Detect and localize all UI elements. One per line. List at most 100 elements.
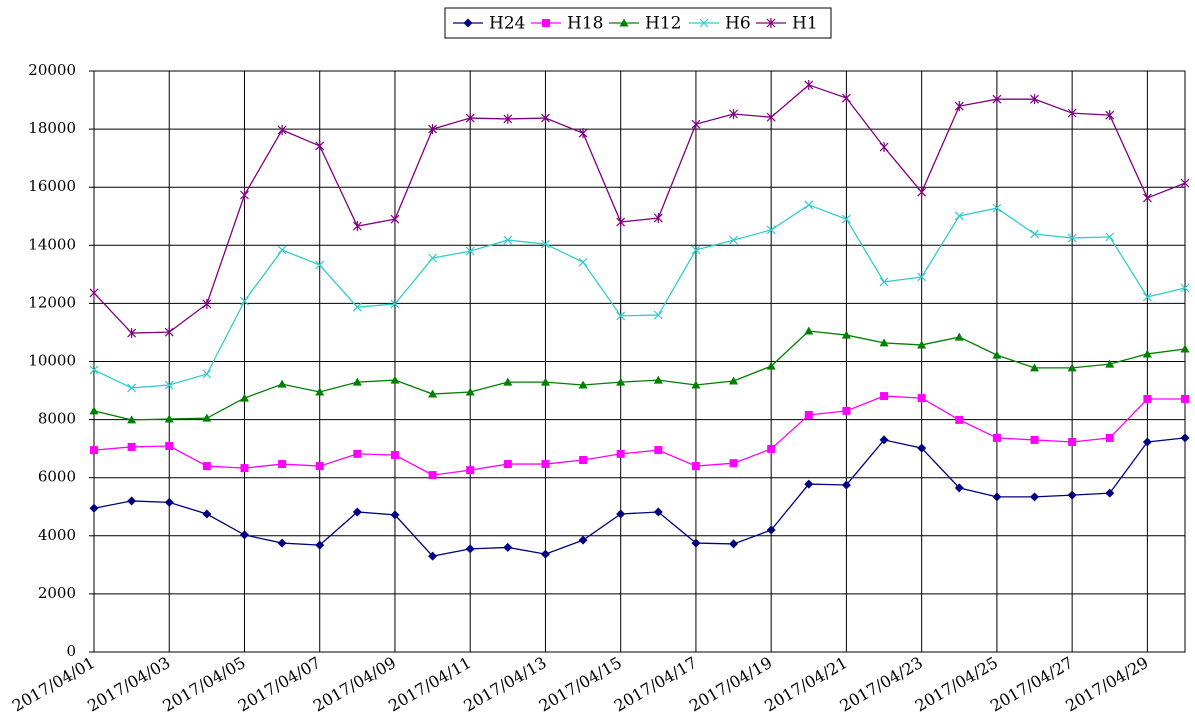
marker [390,375,400,384]
marker [127,415,137,424]
marker [879,277,889,287]
marker [1180,344,1190,353]
marker [653,212,663,223]
marker [578,128,588,139]
marker [1105,232,1115,242]
marker [804,326,814,335]
marker [767,444,776,453]
marker [653,507,663,517]
marker [1180,178,1190,189]
marker [315,462,324,471]
marker [390,451,399,460]
marker [315,540,325,550]
marker [992,94,1002,105]
marker [729,459,738,468]
y-tick-label: 10000 [28,352,76,370]
marker [240,296,249,306]
marker [542,19,550,27]
marker [729,108,738,119]
legend-label: H18 [567,14,603,34]
marker [277,379,287,388]
marker [804,200,814,210]
marker [390,299,400,309]
marker [278,460,287,469]
marker [277,538,287,548]
marker [917,340,927,349]
marker [691,462,700,471]
marker [390,510,400,520]
marker [352,221,362,232]
y-tick-label: 0 [66,642,76,660]
marker [992,350,1002,359]
marker [540,549,550,559]
marker [616,377,626,386]
y-tick-label: 2000 [38,584,76,602]
y-tick-label: 14000 [28,235,76,253]
marker [202,462,211,471]
marker [1105,433,1114,442]
marker [879,142,889,153]
marker [165,442,174,451]
marker [315,387,325,396]
marker [164,380,174,390]
marker [240,464,249,473]
marker [428,551,438,561]
marker [164,497,174,507]
y-tick-label: 8000 [38,410,76,428]
marker [917,394,926,403]
plot-border [93,70,1186,653]
marker [466,466,475,475]
marker [1067,108,1077,119]
marker [503,377,513,386]
marker [1142,292,1152,302]
marker [352,302,362,312]
marker [202,509,212,519]
marker [955,415,964,424]
marker [578,380,588,389]
marker [729,539,739,549]
marker [1030,492,1040,502]
marker [879,338,889,347]
marker [202,413,212,422]
marker [541,113,550,124]
marker [766,225,776,235]
marker [503,542,513,552]
marker [428,471,437,480]
marker [766,525,776,535]
marker [691,380,701,389]
marker [352,507,362,517]
marker [541,239,550,249]
marker [90,446,98,455]
marker [804,479,814,489]
marker [239,530,249,540]
marker [954,101,964,112]
marker [1030,229,1039,239]
marker [992,492,1002,502]
marker [428,253,438,263]
marker [277,124,287,135]
legend-label: H24 [489,14,525,34]
series-line [93,204,1186,389]
marker [842,406,851,415]
marker [1067,363,1077,372]
y-tick-label: 16000 [28,177,76,195]
marker [616,509,626,519]
series-line [93,330,1186,421]
marker [691,245,701,255]
marker [202,298,212,309]
marker [428,389,438,398]
marker [992,203,1002,213]
marker [1181,394,1189,403]
marker [202,369,212,379]
marker [315,260,325,270]
marker [841,93,851,104]
marker [1030,94,1039,105]
marker [729,235,738,245]
marker [465,113,475,124]
marker [1180,433,1190,443]
marker [616,311,626,321]
marker [1068,437,1077,446]
legend-label: H6 [725,14,751,34]
marker [465,246,475,256]
